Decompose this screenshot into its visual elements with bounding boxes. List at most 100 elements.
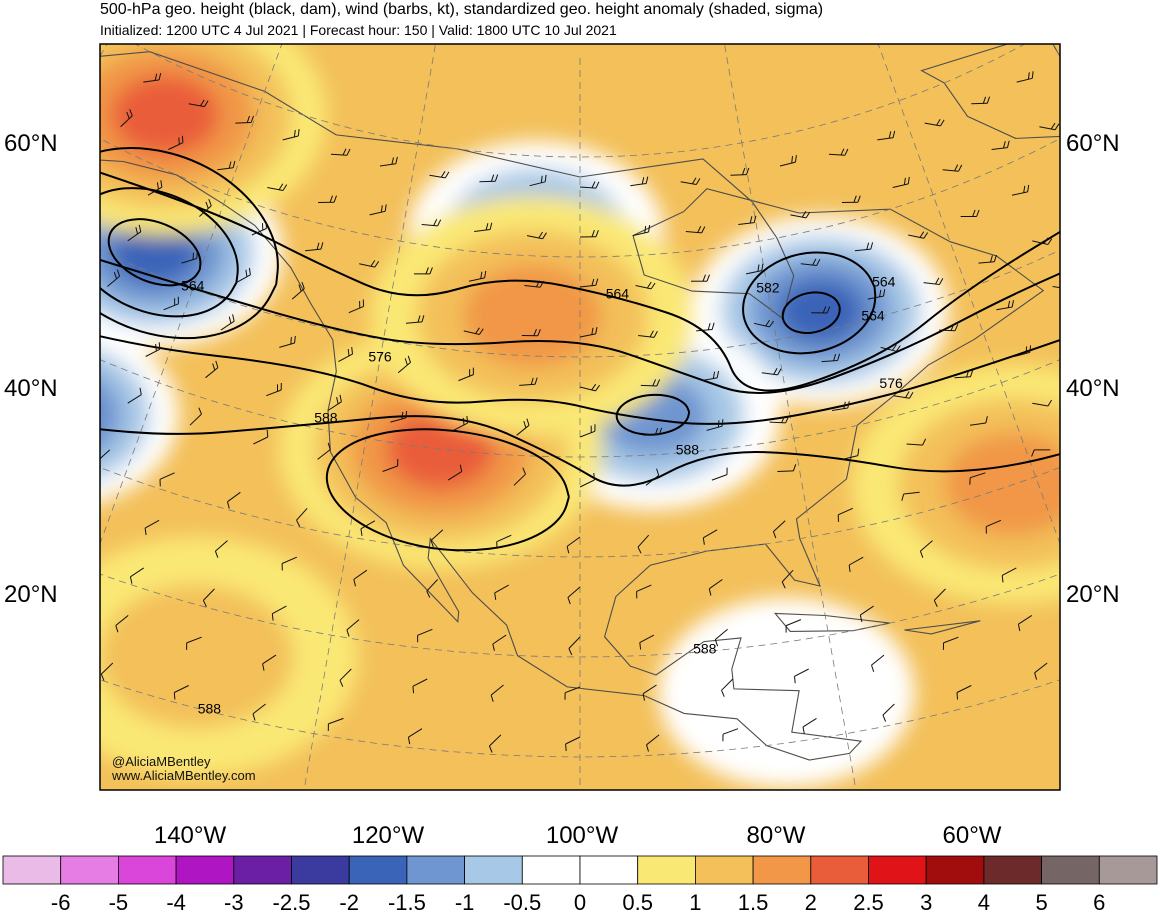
colorbar-tick-label: -3 [224,890,244,913]
colorbar-tick-label: -4 [166,890,186,913]
colorbar-swatch-19 [1098,855,1158,885]
colorbar-swatch-3 [175,855,235,885]
wind-barb-0 [100,662,114,681]
wind-barb-113 [1052,286,1060,289]
contour-564 [100,171,1060,392]
wind-barb-108 [761,368,782,376]
wind-barb-5 [488,734,502,753]
wind-barb-141 [691,274,710,282]
colorbar-tick-label: 0.5 [622,890,653,913]
wind-barb-149 [168,135,184,150]
wind-barb-110 [880,344,901,352]
wind-barb-12 [1034,662,1048,680]
wind-barb-8 [722,728,739,742]
lat-label-40n-left: 40°N [4,375,58,402]
wind-barb-140 [635,281,656,290]
wind-barb-23 [871,654,885,672]
contour-label-576-10: 576 [879,375,903,391]
colorbar-swatch-13 [752,855,812,885]
wind-barb-82 [145,342,161,357]
wind-barb-172 [379,156,398,167]
wind-barb-17 [412,678,428,694]
colorbar-swatch-9 [521,855,581,885]
wind-barb-66 [1031,449,1051,457]
wind-barb-142 [745,263,764,275]
wind-barb-39 [144,519,160,536]
colorbar-tick-label: 1.5 [738,890,769,913]
wind-barb-51 [985,519,1002,534]
colorbar-tick-label: 5 [1035,890,1047,913]
wind-barb-101 [338,347,353,363]
graticule [100,44,1060,790]
wind-barb-62 [772,520,786,539]
wind-barb-174 [479,174,499,183]
wind-barb-59 [566,536,581,554]
lon-label-140w: 140°W [154,822,227,849]
lat-label-40n-right: 40°N [1066,375,1120,402]
wind-barb-32 [568,636,581,656]
wind-barb-68 [189,407,202,426]
wind-barb-89 [579,424,596,438]
wind-barb-34 [714,628,728,647]
wind-barb-160 [738,215,757,225]
wind-barb-176 [579,181,600,189]
wind-barb-123 [638,330,658,338]
wind-barb-65 [969,472,986,485]
wind-barb-9 [802,717,817,734]
wind-barb-24 [942,636,959,650]
colorbar-swatch-7 [406,855,465,885]
wind-barb-154 [421,219,442,227]
wind-barb-168 [188,99,209,108]
wind-barb-27 [202,588,215,608]
anomaly-blob-9-2 [463,264,602,368]
wind-barb-58 [496,534,512,549]
colorbar-tick-label: 6 [1093,890,1105,913]
colorbar-swatch-8 [464,855,523,885]
wind-barb-49 [848,556,864,572]
wind-barb-92 [769,416,789,424]
colorbar-ticks: -6 -5 -4 -3 -2.5 -2 -1.5 -1 -0.5 0 0.5 1 1.5 2 2.5 3 4 5 6 [51,890,1106,913]
coastline-north-america [100,51,1045,761]
wind-barb-61 [702,529,718,545]
contour-label-588-8: 588 [198,701,222,717]
wind-barb-16 [339,668,352,687]
wind-barb-46 [636,584,652,599]
contour-label-564-0: 564 [181,278,205,294]
wind-barb-132 [199,199,212,217]
lat-label-60n-right: 60°N [1066,130,1120,157]
colorbar-tick-label: -1 [455,890,475,913]
wind-barb-22 [794,668,809,684]
wind-barb-121 [521,329,541,337]
parallel-10 [100,679,1060,758]
wind-barb-45 [567,586,581,605]
wind-barb-81 [1032,399,1053,407]
wind-barb-134 [305,242,324,252]
wind-barb-115 [181,251,198,264]
wind-barb-158 [632,225,651,237]
wind-barb-35 [785,619,802,633]
colorbar-swatch-1 [60,855,119,885]
wind-barb-104 [519,377,538,386]
wind-barb-73 [513,467,526,486]
colorbar-tick-label: 1 [689,890,701,913]
wind-barb-162 [841,195,861,203]
wind-barb-128 [923,277,944,285]
wind-barb-6 [565,736,581,752]
contour-labels: 564 564 564 576 582 588 588 588 588 564 576 588 [72,273,903,717]
parallel-40 [100,359,1060,458]
wind-barb-112 [996,300,1014,311]
wind-barb-37 [933,588,946,608]
colorbar-tick-label: -1.5 [388,890,426,913]
wind-barb-125 [753,319,774,328]
colorbar-swatch-10 [579,855,639,885]
wind-barb-102 [397,355,411,374]
colorbar-tick-label: 3 [920,890,932,913]
meridian-140w [100,44,283,545]
contour-label-588-11: 588 [693,641,717,657]
wind-barb-169 [235,115,254,124]
wind-barb-155 [474,222,493,232]
contour-label-588-7: 588 [72,578,96,594]
credit-handle: @AliciaMBentley [112,754,211,769]
contour-588 [100,415,1060,487]
